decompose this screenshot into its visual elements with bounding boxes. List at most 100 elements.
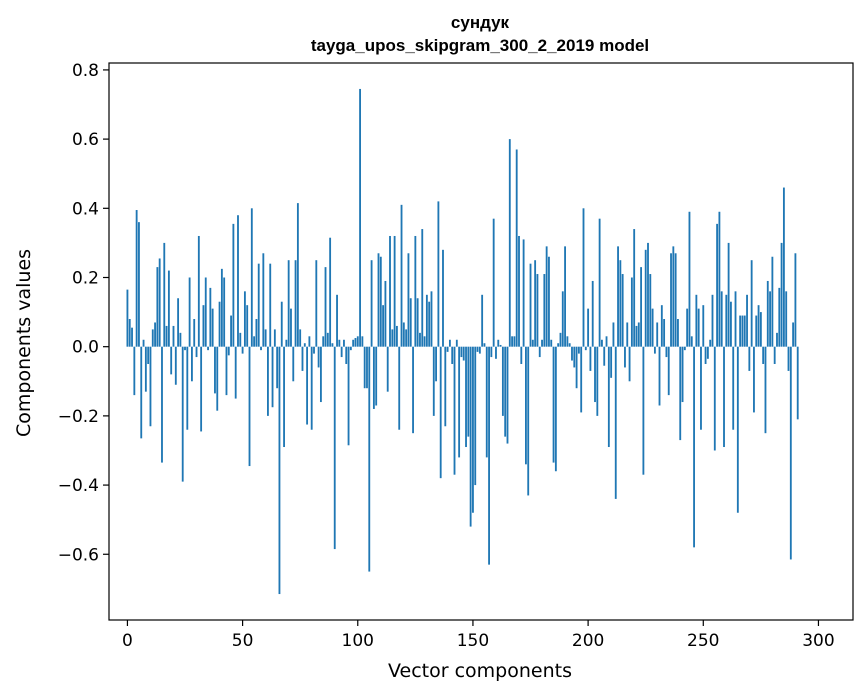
bar-255 bbox=[713, 346, 716, 451]
bar-279 bbox=[769, 291, 771, 347]
bar-48 bbox=[237, 215, 239, 347]
bar-54 bbox=[250, 208, 253, 347]
bar-95 bbox=[345, 346, 348, 364]
bar-157 bbox=[488, 346, 490, 565]
bar-58 bbox=[260, 346, 262, 351]
bar-281 bbox=[773, 346, 776, 364]
bar-216 bbox=[624, 346, 626, 368]
bar-198 bbox=[582, 208, 585, 347]
bar-99 bbox=[354, 338, 357, 347]
bar-31 bbox=[197, 235, 200, 347]
bar-128 bbox=[421, 229, 424, 347]
bar-265 bbox=[736, 346, 739, 513]
x-tick-label: 50 bbox=[232, 631, 254, 651]
bar-89 bbox=[331, 343, 334, 347]
bar-59 bbox=[262, 253, 265, 347]
x-axis-label: Vector components bbox=[388, 660, 572, 682]
bar-194 bbox=[573, 346, 576, 368]
bar-68 bbox=[283, 346, 285, 448]
bar-215 bbox=[621, 274, 624, 347]
x-tick-label: 300 bbox=[802, 631, 834, 651]
bar-263 bbox=[732, 346, 735, 430]
bar-65 bbox=[276, 346, 279, 389]
bars-group bbox=[126, 88, 799, 595]
bar-256 bbox=[716, 223, 719, 347]
bar-103 bbox=[363, 346, 366, 389]
bar-70 bbox=[287, 260, 290, 347]
bar-212 bbox=[614, 346, 617, 499]
bar-160 bbox=[495, 346, 497, 359]
x-axis-ticks: 0 50 100 150 200 250 300 bbox=[122, 620, 835, 651]
bar-102 bbox=[361, 336, 364, 347]
bar-258 bbox=[720, 291, 723, 347]
bar-86 bbox=[324, 267, 327, 347]
bar-92 bbox=[338, 339, 341, 347]
bar-236 bbox=[670, 253, 672, 347]
bar-210 bbox=[610, 346, 613, 378]
bar-243 bbox=[686, 308, 689, 347]
bar-186 bbox=[554, 346, 557, 472]
chart-subtitle: tayga_upos_skipgram_300_2_2019 model bbox=[311, 36, 649, 55]
bar-140 bbox=[448, 339, 451, 347]
bar-67 bbox=[280, 301, 283, 347]
bar-50 bbox=[241, 346, 244, 354]
bar-230 bbox=[656, 322, 659, 347]
bar-44 bbox=[227, 346, 230, 356]
bar-253 bbox=[709, 339, 712, 347]
bar-119 bbox=[400, 204, 403, 347]
y-tick-label: −0.6 bbox=[58, 545, 99, 565]
bar-34 bbox=[204, 277, 207, 347]
x-tick-label: 0 bbox=[122, 631, 133, 651]
bar-170 bbox=[518, 235, 520, 347]
bar-17 bbox=[165, 325, 168, 347]
bar-11 bbox=[151, 329, 154, 347]
bar-79 bbox=[308, 336, 311, 347]
bar-108 bbox=[375, 346, 378, 406]
bar-56 bbox=[255, 319, 258, 347]
bar-178 bbox=[536, 274, 539, 347]
bar-188 bbox=[559, 332, 562, 347]
bar-145 bbox=[460, 346, 463, 358]
bar-209 bbox=[607, 346, 610, 448]
bar-268 bbox=[743, 315, 746, 347]
bar-93 bbox=[340, 346, 343, 358]
bar-155 bbox=[483, 343, 486, 347]
bar-261 bbox=[727, 242, 730, 347]
bar-282 bbox=[776, 332, 778, 347]
bar-207 bbox=[603, 346, 606, 366]
bar-287 bbox=[787, 346, 790, 371]
bar-72 bbox=[292, 346, 295, 382]
bar-226 bbox=[647, 242, 649, 347]
bar-270 bbox=[748, 346, 751, 371]
y-tick-label: 0.4 bbox=[72, 199, 99, 219]
bar-203 bbox=[594, 346, 596, 403]
bar-239 bbox=[677, 319, 679, 347]
bar-260 bbox=[725, 294, 728, 347]
bar-96 bbox=[347, 346, 350, 446]
bar-6 bbox=[140, 346, 143, 439]
bar-20 bbox=[172, 325, 175, 347]
bar-164 bbox=[504, 346, 507, 437]
bar-262 bbox=[730, 301, 732, 347]
bar-10 bbox=[149, 346, 152, 427]
bar-245 bbox=[690, 336, 693, 347]
bar-124 bbox=[412, 346, 414, 434]
bar-165 bbox=[506, 346, 509, 444]
chart-title: сундук bbox=[451, 13, 510, 32]
bar-80 bbox=[310, 346, 313, 430]
bar-52 bbox=[246, 305, 249, 347]
bar-273 bbox=[755, 315, 758, 347]
bar-114 bbox=[389, 235, 391, 347]
bar-201 bbox=[589, 346, 592, 371]
bar-204 bbox=[596, 346, 599, 416]
y-tick-label: 0.0 bbox=[72, 338, 99, 358]
bar-158 bbox=[490, 346, 493, 358]
bar-223 bbox=[640, 267, 643, 347]
bar-285 bbox=[782, 187, 785, 347]
bar-60 bbox=[264, 329, 267, 347]
bar-214 bbox=[619, 260, 622, 347]
x-tick-label: 250 bbox=[687, 631, 719, 651]
bar-290 bbox=[794, 253, 797, 347]
bar-74 bbox=[296, 203, 299, 347]
